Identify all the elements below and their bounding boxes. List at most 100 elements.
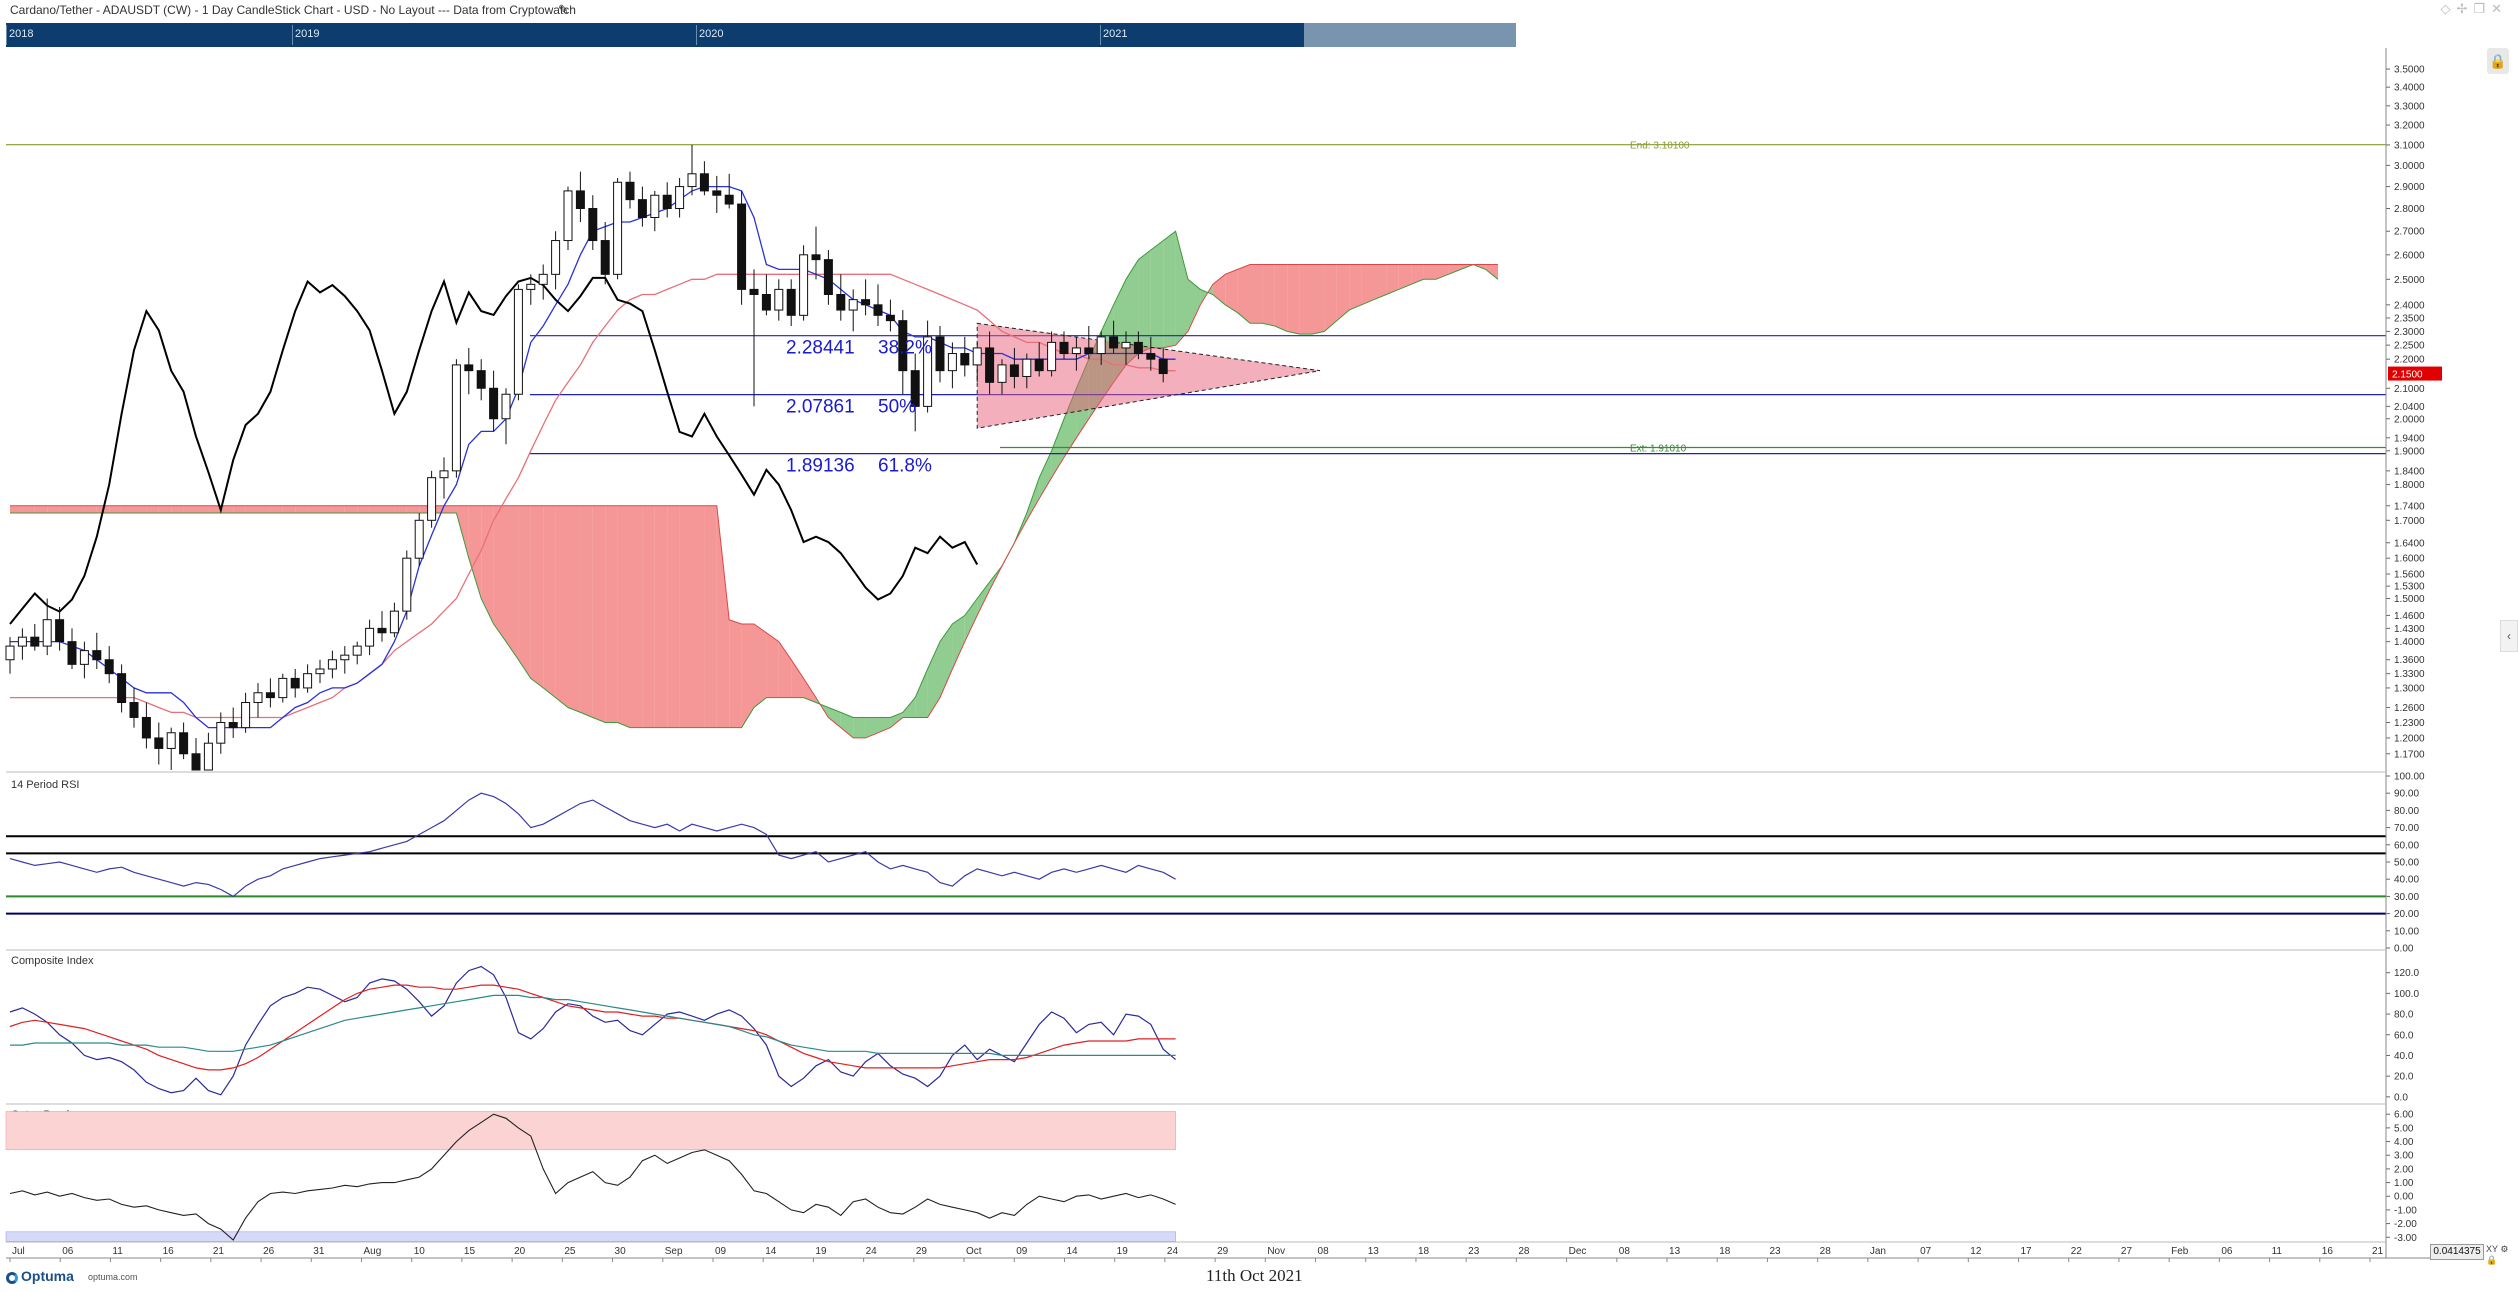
x-tick-label: 13 [1368, 1246, 1380, 1257]
ichimoku-cloud-segment [915, 669, 928, 718]
candle-body [427, 477, 437, 521]
pencil-icon[interactable]: ✎ [558, 2, 569, 17]
y-tick-label: 2.1000 [2394, 384, 2425, 395]
candle-body [761, 293, 771, 311]
candle-body [873, 304, 883, 316]
candle-body [55, 619, 65, 643]
candle-body [947, 353, 957, 372]
lock-icon[interactable]: 🔒 [2487, 48, 2509, 74]
ichimoku-cloud-segment [72, 505, 85, 513]
settings-icons[interactable]: XY ⚙ 🔒 [2486, 1244, 2509, 1265]
pin-icon[interactable]: ✢ [2456, 1, 2474, 16]
ichimoku-cloud-segment [109, 505, 122, 513]
navigator-selection[interactable] [1304, 23, 1522, 47]
ichimoku-cloud-segment [382, 505, 395, 513]
candle-body [613, 181, 623, 275]
y-tick-label: 2.0000 [2394, 414, 2425, 425]
y-tick-label: 1.3000 [2394, 683, 2425, 694]
fibonacci-price-label: 1.89136 [786, 456, 855, 477]
y-tick-label: 1.6000 [2394, 554, 2425, 565]
ichimoku-cloud-segment [803, 678, 816, 703]
time-navigator[interactable]: 2018 2019 2020 2021 [6, 23, 1522, 47]
candle-body [439, 470, 449, 479]
candle-body [1146, 353, 1156, 360]
y-tick-label: 1.5300 [2394, 582, 2425, 593]
y-tick-label: 10.00 [2394, 926, 2419, 937]
collapse-arrow-icon[interactable]: ‹ [2500, 620, 2518, 652]
fibonacci-ratio-label: 50% [878, 397, 916, 418]
ichimoku-cloud-segment [146, 505, 159, 513]
y-tick-label: 3.3000 [2394, 101, 2425, 112]
y-tick-label: 2.0400 [2394, 402, 2425, 413]
close-icon[interactable]: ✕ [2491, 1, 2508, 16]
candle-body [960, 353, 970, 366]
candle-body [129, 702, 139, 718]
panel-title: 14 Period RSI [11, 779, 79, 791]
ichimoku-cloud-segment [1448, 264, 1461, 275]
title-bar: Cardano/Tether - ADAUSDT (CW) - 1 Day Ca… [0, 0, 2518, 22]
ichimoku-cloud-segment [977, 582, 990, 616]
ichimoku-cloud-segment [34, 505, 48, 513]
site-link[interactable]: optuma.com [88, 1272, 138, 1282]
candle-body [265, 692, 275, 699]
ichimoku-cloud-segment [1225, 269, 1238, 313]
x-tick-label: Sep [665, 1246, 683, 1257]
ichimoku-cloud-segment [183, 505, 196, 513]
candle-body [1133, 341, 1143, 355]
y-tick-label: 1.9400 [2394, 433, 2425, 444]
ichimoku-cloud-segment [1436, 264, 1449, 280]
y-tick-label: 100.0 [2394, 989, 2419, 1000]
composite-series-line [10, 994, 1176, 1056]
y-tick-label: 1.2300 [2394, 718, 2425, 729]
ichimoku-cloud-segment [530, 505, 544, 688]
candle-body [92, 650, 102, 661]
diamond-icon[interactable]: ◇ [2440, 1, 2457, 16]
x-tick-label: 31 [313, 1246, 325, 1257]
ichimoku-cloud-segment [258, 505, 271, 513]
y-tick-label: 20.0 [2394, 1072, 2414, 1083]
candle-body [836, 293, 846, 311]
ichimoku-cloud-segment [468, 505, 482, 599]
ichimoku-cloud-segment [1237, 264, 1250, 324]
x-tick-label: Jan [1870, 1246, 1886, 1257]
fibonacci-price-label: 2.28441 [786, 338, 855, 359]
x-tick-label: Nov [1267, 1246, 1285, 1257]
ichimoku-cloud-segment [1287, 264, 1300, 335]
candle-body [30, 636, 40, 647]
candle-body [1034, 358, 1044, 372]
x-tick-label: 29 [1217, 1246, 1229, 1257]
y-tick-label: 2.9000 [2394, 182, 2425, 193]
optex-lower-band [5, 1231, 1176, 1242]
x-tick-label: 13 [1669, 1246, 1681, 1257]
ichimoku-cloud-segment [134, 505, 147, 513]
candle-body [749, 288, 759, 295]
ichimoku-cloud-segment [654, 505, 668, 728]
y-tick-label: 1.8000 [2394, 480, 2425, 491]
x-tick-label: 29 [916, 1246, 928, 1257]
window-controls[interactable]: ◇✢❐✕ [2441, 1, 2508, 17]
candle-body [166, 732, 176, 749]
ichimoku-cloud-segment [332, 505, 345, 513]
ichimoku-cloud-segment [208, 505, 221, 513]
ichimoku-cloud-segment [1250, 264, 1263, 324]
candle-body [1158, 358, 1168, 375]
candle-body [203, 742, 213, 771]
y-tick-label: 40.0 [2394, 1051, 2414, 1062]
candle-body [352, 645, 362, 656]
y-tick-label: 1.00 [2394, 1178, 2414, 1189]
candle-body [923, 336, 933, 407]
x-tick-label: 07 [1920, 1246, 1932, 1257]
senkou-span-a-line [10, 230, 1499, 729]
y-tick-label: 1.2000 [2394, 733, 2425, 744]
x-tick-label: 19 [1117, 1246, 1129, 1257]
ichimoku-cloud-segment [1274, 264, 1288, 332]
candle-body [1009, 364, 1019, 377]
candle-body [898, 320, 908, 372]
ichimoku-cloud-segment [766, 632, 779, 698]
ichimoku-cloud-segment [1026, 477, 1040, 521]
y-tick-label: -3.00 [2394, 1233, 2417, 1244]
kijun-sen-line [10, 273, 1176, 719]
composite-panel: Composite Index 120.0 100.0 80.0 60.0 40.0 20.… [9, 955, 2419, 1103]
restore-icon[interactable]: ❐ [2473, 1, 2492, 16]
